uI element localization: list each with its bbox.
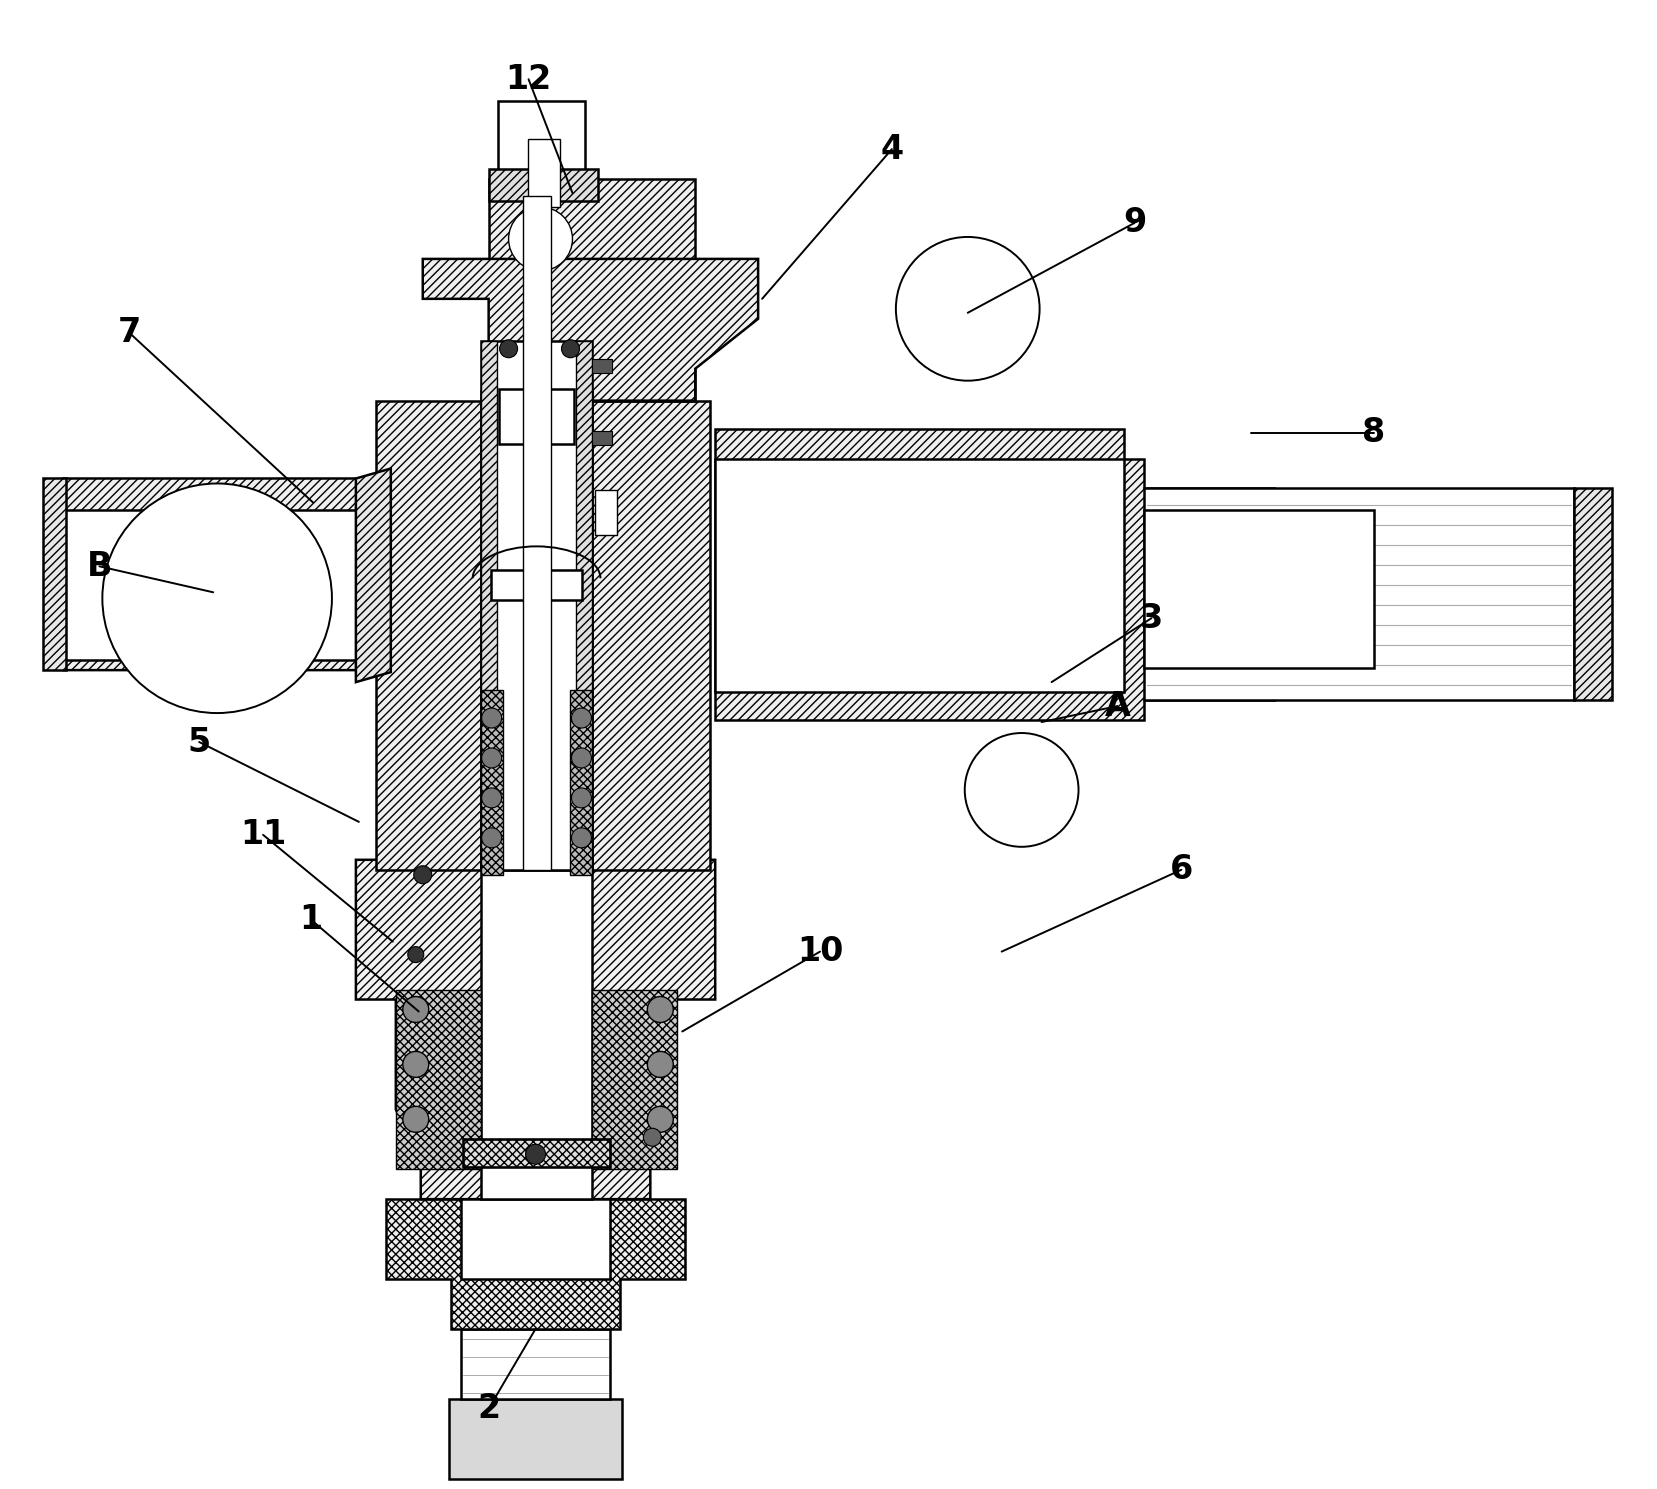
Bar (462, 1139, 610, 1167)
Bar (1574, 488, 1612, 700)
Polygon shape (481, 390, 593, 870)
Polygon shape (716, 429, 1274, 721)
Circle shape (414, 865, 432, 884)
Text: 4: 4 (880, 133, 903, 165)
Text: 6: 6 (1170, 853, 1193, 886)
Bar (43, 478, 66, 670)
Circle shape (643, 1129, 661, 1147)
Circle shape (403, 1106, 429, 1132)
Polygon shape (489, 179, 696, 401)
Circle shape (964, 733, 1079, 847)
Polygon shape (386, 1199, 686, 1328)
Text: 3: 3 (1140, 602, 1163, 634)
Text: 9: 9 (1123, 207, 1147, 240)
Bar (527, 138, 560, 207)
Polygon shape (716, 459, 1125, 692)
Circle shape (572, 788, 592, 809)
Circle shape (648, 1106, 673, 1132)
Bar (481, 689, 502, 874)
Bar (499, 389, 575, 444)
Polygon shape (461, 1199, 610, 1279)
Text: 11: 11 (240, 819, 287, 852)
Circle shape (525, 1144, 545, 1164)
Text: B: B (86, 549, 113, 582)
Polygon shape (376, 401, 711, 870)
Circle shape (648, 1051, 673, 1078)
Circle shape (403, 996, 429, 1023)
Circle shape (648, 996, 673, 1023)
Bar (593, 359, 613, 372)
Text: 10: 10 (797, 935, 843, 968)
Polygon shape (423, 259, 759, 401)
Text: 7: 7 (118, 316, 141, 350)
Text: 5: 5 (187, 725, 210, 758)
Polygon shape (449, 1398, 623, 1479)
Text: 8: 8 (1362, 415, 1385, 450)
Circle shape (572, 828, 592, 847)
Bar (595, 490, 618, 536)
Circle shape (403, 1051, 429, 1078)
Circle shape (500, 339, 517, 357)
Bar (481, 341, 497, 870)
Circle shape (482, 709, 502, 728)
Text: 1: 1 (300, 904, 323, 937)
Circle shape (482, 747, 502, 768)
Polygon shape (489, 170, 598, 201)
Circle shape (408, 947, 424, 962)
Bar (577, 341, 593, 870)
Bar (593, 430, 613, 445)
Polygon shape (356, 859, 716, 1199)
Polygon shape (461, 1328, 610, 1398)
Circle shape (482, 828, 502, 847)
Circle shape (482, 788, 502, 809)
Bar (462, 1139, 610, 1167)
Bar (570, 689, 593, 874)
Polygon shape (481, 859, 593, 1199)
Bar (490, 570, 583, 600)
Bar (1145, 511, 1374, 669)
Circle shape (509, 207, 572, 271)
Text: A: A (1105, 689, 1130, 722)
Circle shape (103, 484, 331, 713)
Circle shape (572, 709, 592, 728)
Text: 12: 12 (505, 63, 552, 95)
Bar (481, 341, 593, 870)
Circle shape (562, 339, 580, 357)
Polygon shape (593, 990, 678, 1169)
Circle shape (572, 747, 592, 768)
Circle shape (896, 237, 1039, 381)
Bar (522, 197, 550, 870)
Polygon shape (63, 478, 376, 670)
Polygon shape (356, 469, 391, 682)
Polygon shape (396, 990, 481, 1169)
Polygon shape (1145, 488, 1574, 700)
Polygon shape (63, 511, 371, 660)
Text: 2: 2 (477, 1392, 500, 1425)
Polygon shape (497, 101, 585, 197)
